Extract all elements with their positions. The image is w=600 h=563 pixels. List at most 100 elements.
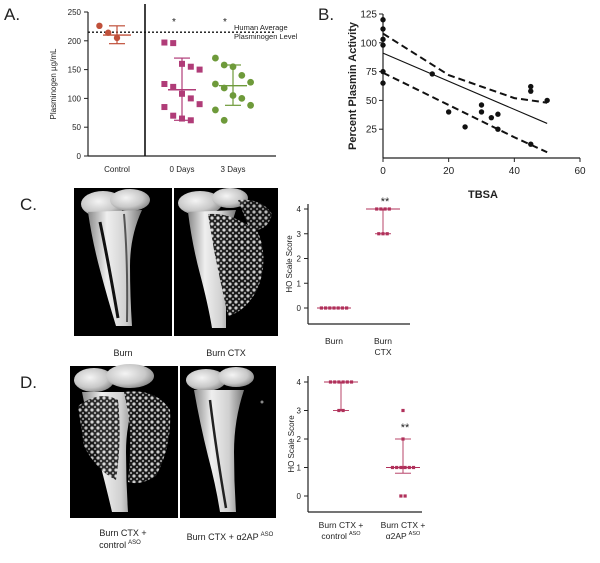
d-caption-control-line2: control ASO: [99, 540, 141, 550]
b-y-tick-label: 50: [366, 96, 378, 107]
d-category-label-sup: ASO: [349, 531, 361, 537]
c-category-label: Burn: [374, 336, 392, 346]
b-fit-line: [382, 52, 548, 124]
a-data-point: [170, 112, 177, 119]
c-image-burn: [74, 188, 172, 336]
b-data-point: [544, 97, 550, 104]
a-data-point: [170, 83, 177, 90]
a-data-point: [220, 61, 228, 69]
d-caption-a2ap-text: Burn CTX + α2AP: [187, 532, 259, 542]
b-data-point: [380, 42, 386, 48]
a-data-point: [247, 78, 255, 86]
d-category-label-sup: ASO: [409, 531, 421, 537]
a-significance-star: *: [172, 17, 176, 28]
a-data-point: [187, 95, 194, 102]
a-y-tick-label: 0: [77, 152, 82, 161]
a-data-point: [220, 116, 228, 124]
d-caption-control-word: control: [99, 540, 126, 550]
c-y-tick-label: 3: [297, 230, 302, 239]
c-image-burn-ctx: [174, 188, 278, 336]
a-data-point: [187, 63, 194, 70]
a-category-label: Control: [104, 165, 130, 174]
d-caption-control-sup: ASO: [128, 540, 141, 546]
a-data-point: [161, 104, 168, 111]
c-category-label: Burn: [325, 336, 343, 346]
d-category-label: Burn CTX +: [381, 520, 426, 530]
d-y-tick-label: 1: [297, 464, 302, 473]
a-y-tick-label: 50: [72, 123, 81, 132]
d-image-a2ap-aso: [180, 366, 276, 518]
a-data-point: [161, 39, 168, 46]
b-x-tick-label: 60: [574, 166, 586, 177]
a-significance-star: *: [223, 17, 227, 28]
b-ci-lower: [382, 71, 548, 154]
a-data-point: [196, 66, 203, 73]
panel-b-letter: B.: [318, 5, 334, 24]
c-significance-star: **: [381, 196, 390, 208]
b-data-point: [528, 141, 534, 147]
c-y-tick-label: 2: [297, 255, 302, 264]
b-x-axis-label: TBSA: [468, 189, 498, 201]
panel-c-letter: C.: [20, 195, 37, 214]
d-category-label-word: control: [321, 531, 347, 541]
d-y-axis-label: HO Scale Score: [287, 415, 296, 473]
chart-b: 0 20 40 60 25 50 75 100 125 TBSA Percent Plasmin…: [347, 10, 586, 202]
b-data-point: [495, 111, 501, 117]
c-caption-burn: Burn: [113, 348, 132, 358]
b-y-axis-label: Percent Plasmin Activity: [347, 21, 359, 150]
d-y-tick-label: 2: [297, 435, 302, 444]
a-data-point: [196, 101, 203, 108]
a-data-point: [212, 54, 219, 62]
a-y-tick-label: 100: [68, 94, 82, 103]
d-y-tick-label: 3: [297, 407, 302, 416]
a-y-tick-label: 200: [68, 37, 82, 46]
panel-d-letter: D.: [20, 373, 37, 392]
a-reference-label-2: Plasminogen Level: [234, 32, 298, 41]
b-data-point: [380, 68, 386, 75]
c-caption-burn-ctx: Burn CTX: [206, 348, 246, 358]
d-caption-control-line1: Burn CTX +: [99, 528, 146, 538]
a-y-tick-label: 250: [68, 8, 82, 17]
d-caption-a2ap-sup: ASO: [261, 532, 274, 538]
d-category-label: Burn CTX +: [319, 520, 364, 530]
d-data-point: [399, 494, 403, 498]
a-reference-label-1: Human Average: [234, 23, 288, 32]
b-x-tick-label: 0: [380, 166, 386, 177]
b-data-point: [380, 36, 386, 43]
a-category-label: 0 Days: [170, 165, 195, 174]
c-y-tick-label: 0: [297, 304, 302, 313]
d-significance-star: **: [401, 422, 410, 434]
b-x-tick-label: 40: [509, 166, 521, 177]
b-x-tick-label: 20: [443, 166, 455, 177]
b-data-point: [495, 126, 501, 132]
d-category-label-line2: control ASO: [321, 531, 361, 541]
b-data-point: [488, 114, 495, 121]
a-category-label: 3 Days: [221, 165, 246, 174]
a-data-point: [238, 71, 246, 79]
b-y-tick-label: 100: [360, 38, 377, 49]
d-data-point: [403, 494, 407, 498]
b-data-point: [478, 102, 485, 108]
b-ci-upper: [382, 32, 548, 104]
a-data-point: [105, 29, 112, 36]
d-y-tick-label: 0: [297, 492, 302, 501]
b-data-point: [380, 26, 386, 32]
d-category-label-word: α2AP: [386, 531, 407, 541]
b-data-point: [528, 88, 534, 94]
c-y-tick-label: 1: [297, 279, 302, 288]
c-category-label-line2: CTX: [375, 347, 392, 357]
d-data-point: [401, 408, 405, 413]
b-data-point: [380, 17, 386, 23]
b-y-tick-label: 75: [366, 67, 378, 78]
b-y-tick-label: 25: [366, 125, 378, 136]
d-category-label-line2: α2AP ASO: [386, 531, 421, 541]
c-y-tick-label: 4: [297, 205, 302, 214]
b-data-point: [462, 124, 468, 130]
a-data-point: [238, 95, 246, 102]
a-y-axis-label: Plasminogen µg/mL: [49, 48, 58, 119]
c-y-axis-label: HO Scale Score: [285, 235, 294, 293]
